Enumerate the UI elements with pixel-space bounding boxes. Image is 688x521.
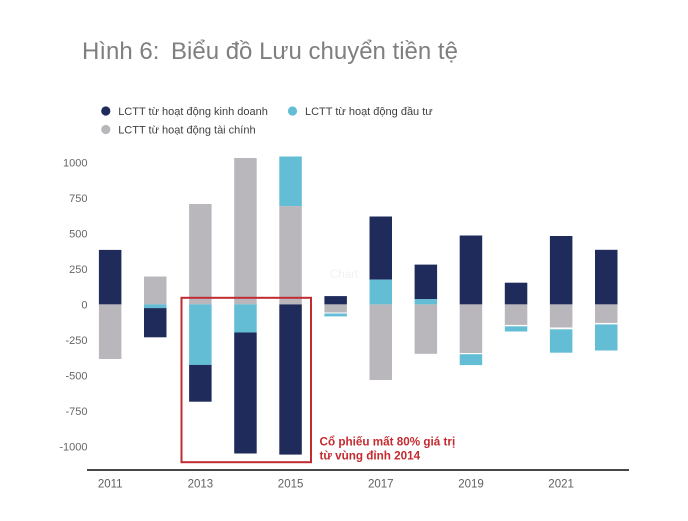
svg-text:LCTT từ hoạt động kinh doanh: LCTT từ hoạt động kinh doanh — [118, 106, 268, 118]
svg-text:2019: 2019 — [458, 479, 484, 491]
svg-text:Chart: Chart — [330, 269, 359, 281]
svg-text:-750: -750 — [65, 406, 87, 418]
svg-text:2011: 2011 — [98, 479, 123, 491]
svg-text:1000: 1000 — [63, 157, 87, 169]
svg-text:2021: 2021 — [548, 479, 574, 491]
svg-text:500: 500 — [69, 228, 87, 240]
svg-text:-500: -500 — [65, 370, 87, 382]
svg-text:2017: 2017 — [368, 479, 394, 491]
svg-text:-250: -250 — [65, 335, 87, 347]
svg-text:-1000: -1000 — [59, 441, 87, 453]
svg-text:Cổ phiếu mất 80% giá trị: Cổ phiếu mất 80% giá trị — [320, 435, 456, 448]
svg-text:LCTT từ hoạt động tài chính: LCTT từ hoạt động tài chính — [118, 125, 255, 137]
svg-text:750: 750 — [69, 193, 87, 205]
svg-text:LCTT từ hoạt động đầu tư: LCTT từ hoạt động đầu tư — [305, 106, 433, 118]
svg-text:0: 0 — [81, 299, 87, 311]
svg-text:2013: 2013 — [188, 479, 214, 491]
svg-text:2015: 2015 — [278, 479, 304, 491]
svg-text:Hình 6:Biểu đồ Lưu chuyển tiền: Hình 6: Biểu đồ Lưu chuyển tiền tệ — [82, 38, 458, 65]
svg-text:từ vùng đỉnh 2014: từ vùng đỉnh 2014 — [320, 449, 421, 462]
svg-text:250: 250 — [69, 264, 87, 276]
